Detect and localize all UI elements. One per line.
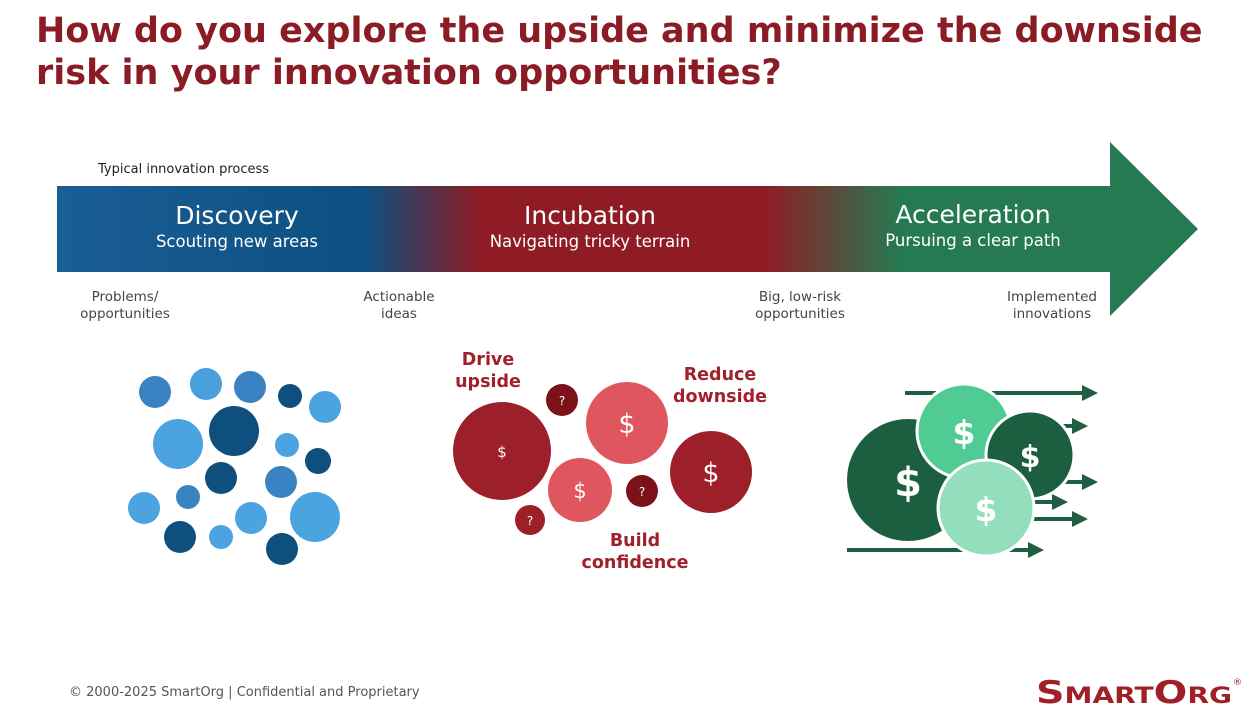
idea-circle xyxy=(275,433,299,457)
label-line: Reduce xyxy=(683,365,757,385)
question-bubble xyxy=(626,475,658,507)
idea-circle xyxy=(209,525,233,549)
process-label: Typical innovation process xyxy=(98,162,270,177)
stage-subtitle: Pursuing a clear path xyxy=(885,231,1061,250)
idea-circle xyxy=(265,466,297,498)
arrow-body xyxy=(57,142,1198,316)
milestone-line: opportunities xyxy=(755,306,845,322)
question-mark: ? xyxy=(559,394,565,408)
milestone-line: Problems/ xyxy=(91,289,159,305)
idea-circle xyxy=(153,419,203,469)
logo-registered-mark: ® xyxy=(1233,678,1241,688)
dollar-sign: $ xyxy=(618,409,635,440)
idea-circle xyxy=(235,502,267,534)
idea-circle xyxy=(176,485,200,509)
stage-subtitle: Navigating tricky terrain xyxy=(489,232,691,251)
idea-circle xyxy=(205,462,237,494)
dollar-sign: $ xyxy=(975,490,998,529)
milestone-line: Big, low-risk xyxy=(758,289,842,305)
dollar-bubble xyxy=(670,431,752,513)
label-line: Build xyxy=(609,531,661,551)
idea-circle xyxy=(278,384,302,408)
dollar-sign: $ xyxy=(1020,440,1041,475)
label-line: Drive xyxy=(461,350,515,370)
build-confidence-label: Build confidence xyxy=(575,530,695,574)
milestone-line: opportunities xyxy=(80,306,170,322)
reduce-downside-label: Reduce downside xyxy=(660,364,780,408)
milestone-line: ideas xyxy=(381,306,417,322)
stage-subtitle: Scouting new areas xyxy=(155,232,319,251)
milestone-line: innovations xyxy=(1012,306,1092,322)
milestone-problems: Problems/ opportunities xyxy=(45,289,205,323)
question-mark: ? xyxy=(527,514,533,528)
dollar-bubble xyxy=(453,402,551,500)
idea-circle xyxy=(290,492,340,542)
stage-name: Discovery xyxy=(175,201,299,230)
idea-circle xyxy=(266,533,298,565)
dollar-sign: $ xyxy=(953,413,976,452)
milestone-ideas: Actionable ideas xyxy=(319,289,479,323)
smartorg-logo: SmartOrg ® xyxy=(1036,675,1241,708)
page-title: How do you explore the upside and minimi… xyxy=(36,11,1203,93)
footer-copyright: © 2000-2025 SmartOrg | Confidential and … xyxy=(69,685,420,700)
dollar-sign: $ xyxy=(497,443,507,461)
stage-name: Acceleration xyxy=(895,200,1051,229)
milestone-implemented: Implemented innovations xyxy=(972,289,1132,323)
stage-discovery: Discovery Scouting new areas xyxy=(137,201,337,253)
dollar-sign: $ xyxy=(894,460,922,506)
idea-circle xyxy=(190,368,222,400)
dollar-sign: $ xyxy=(573,479,586,503)
idea-circle xyxy=(128,492,160,524)
drive-upside-label: Drive upside xyxy=(438,349,538,393)
milestone-big-opportunities: Big, low-risk opportunities xyxy=(720,289,880,323)
label-line: downside xyxy=(673,387,767,407)
logo-text: SmartOrg xyxy=(1036,675,1232,708)
question-bubble xyxy=(546,384,578,416)
stage-incubation: Incubation Navigating tricky terrain xyxy=(460,201,720,253)
stage-name: Incubation xyxy=(524,201,656,230)
incubation-bubble-cluster: $ ? $ $ $ ? ? xyxy=(453,382,752,535)
milestone-line: Actionable xyxy=(363,289,435,305)
question-mark: ? xyxy=(639,485,645,499)
idea-circle xyxy=(234,371,266,403)
idea-circle xyxy=(305,448,331,474)
idea-circle xyxy=(209,406,259,456)
question-bubble xyxy=(515,505,545,535)
acceleration-coin-cluster: $ $ $ $ xyxy=(847,382,1098,558)
dollar-bubble xyxy=(548,458,612,522)
dollar-sign: $ xyxy=(702,458,719,489)
label-line: confidence xyxy=(581,553,689,573)
label-line: upside xyxy=(455,372,521,392)
dollar-bubble xyxy=(586,382,668,464)
idea-circle xyxy=(139,376,171,408)
discovery-circle-cluster xyxy=(128,368,341,565)
dollar-coin xyxy=(936,458,1036,558)
stage-acceleration: Acceleration Pursuing a clear path xyxy=(858,200,1088,252)
milestone-line: Implemented xyxy=(1007,289,1097,305)
idea-circle xyxy=(309,391,341,423)
idea-circle xyxy=(164,521,196,553)
